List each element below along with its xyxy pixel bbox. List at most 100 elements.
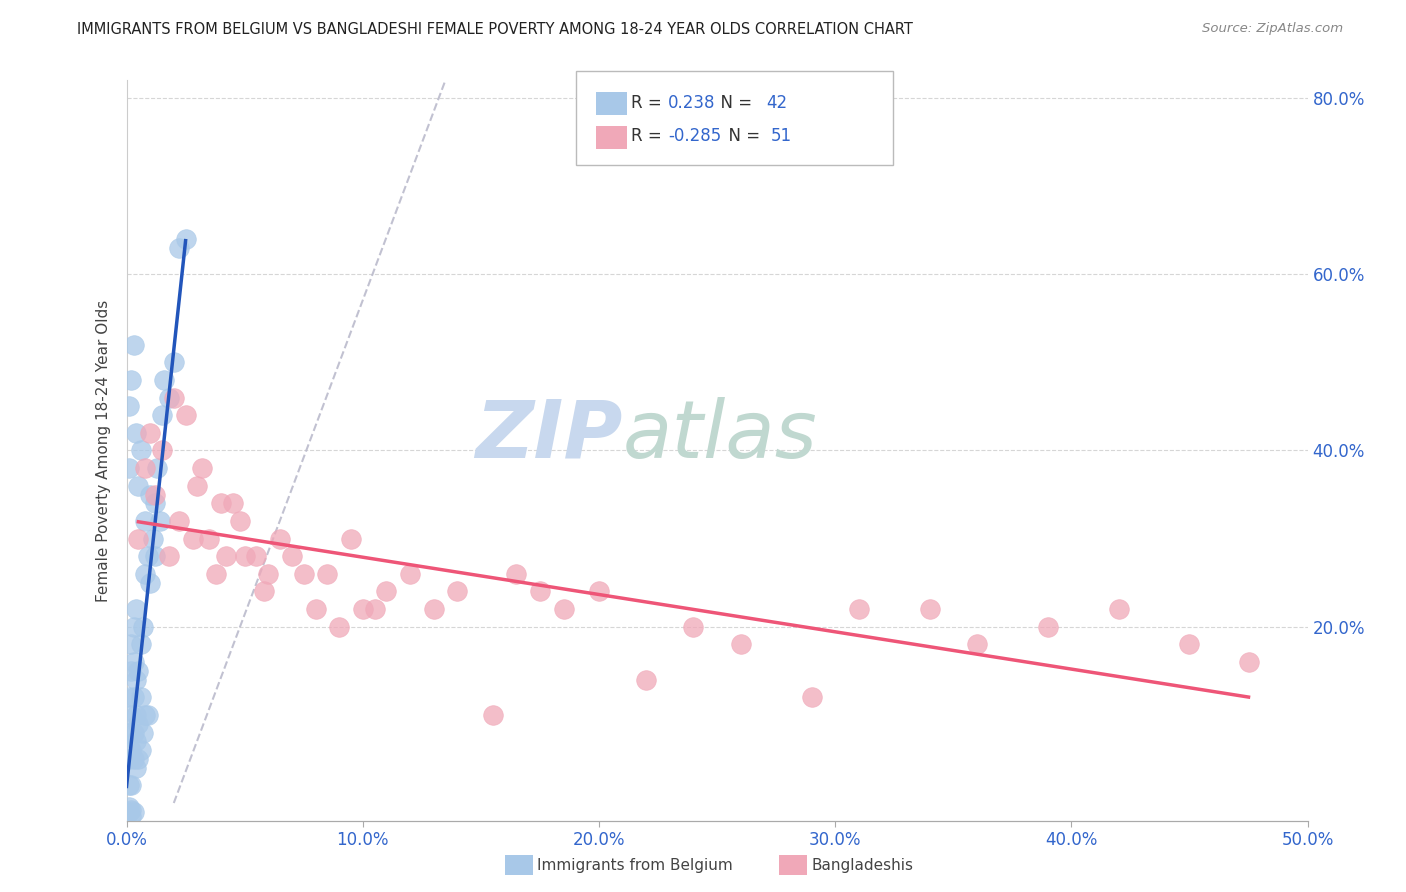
Point [120, 778, 142, 792]
Point [122, 725, 145, 739]
Point [139, 487, 162, 501]
Text: -0.285: -0.285 [668, 128, 721, 145]
Point [127, 752, 149, 766]
Point [118, 461, 141, 475]
Point [269, 532, 291, 546]
Text: ZIP: ZIP [475, 397, 623, 475]
Text: IMMIGRANTS FROM BELGIUM VS BANGLADESHI FEMALE POVERTY AMONG 18-24 YEAR OLDS CORR: IMMIGRANTS FROM BELGIUM VS BANGLADESHI F… [77, 22, 914, 37]
Point [363, 602, 385, 616]
Point [134, 461, 156, 475]
Text: R =: R = [631, 94, 668, 112]
Point [134, 707, 156, 722]
Text: 42: 42 [766, 94, 787, 112]
Point [122, 752, 145, 766]
Point [167, 514, 190, 528]
Point [127, 479, 149, 493]
Point [163, 391, 186, 405]
Text: 0.238: 0.238 [668, 94, 716, 112]
Point [252, 584, 274, 599]
Point [146, 461, 169, 475]
Point [481, 707, 503, 722]
Point [120, 637, 142, 651]
Point [304, 602, 326, 616]
Point [118, 752, 141, 766]
Point [399, 566, 422, 581]
Point [127, 664, 149, 678]
Text: N =: N = [718, 128, 766, 145]
Point [229, 514, 252, 528]
Point [120, 743, 142, 757]
Point [136, 549, 159, 564]
Point [918, 602, 941, 616]
Point [588, 584, 610, 599]
Point [153, 373, 176, 387]
Point [118, 800, 141, 814]
Point [422, 602, 444, 616]
Point [141, 532, 163, 546]
Point [134, 566, 156, 581]
Point [139, 425, 162, 440]
Text: Bangladeshis: Bangladeshis [811, 858, 914, 872]
Point [966, 637, 988, 651]
Point [198, 532, 221, 546]
Point [125, 425, 148, 440]
Point [215, 549, 238, 564]
Point [118, 400, 141, 414]
Point [730, 637, 752, 651]
Point [118, 805, 141, 819]
Point [120, 707, 142, 722]
Point [143, 487, 166, 501]
Point [1178, 637, 1201, 651]
Point [1036, 620, 1059, 634]
Point [233, 549, 256, 564]
Point [143, 496, 166, 510]
Point [245, 549, 267, 564]
Point [328, 620, 350, 634]
Point [1237, 655, 1260, 669]
Point [125, 602, 148, 616]
Point [157, 391, 180, 405]
Point [157, 549, 180, 564]
Point [529, 584, 551, 599]
Point [800, 690, 823, 705]
Point [174, 408, 197, 422]
Point [205, 566, 228, 581]
Point [191, 461, 214, 475]
Point [127, 716, 149, 731]
Point [125, 707, 148, 722]
Point [122, 690, 145, 705]
Point [446, 584, 468, 599]
Text: Source: ZipAtlas.com: Source: ZipAtlas.com [1202, 22, 1343, 36]
Point [352, 602, 374, 616]
Text: Immigrants from Belgium: Immigrants from Belgium [537, 858, 733, 872]
Text: 51: 51 [770, 128, 792, 145]
Point [122, 337, 145, 351]
Point [316, 566, 339, 581]
Point [186, 479, 208, 493]
Point [1108, 602, 1130, 616]
Point [129, 690, 152, 705]
Point [174, 232, 197, 246]
Point [122, 655, 145, 669]
Point [118, 778, 141, 792]
Point [125, 761, 148, 775]
Point [132, 725, 155, 739]
Point [129, 443, 152, 458]
Point [143, 549, 166, 564]
Point [136, 707, 159, 722]
Point [118, 725, 141, 739]
Y-axis label: Female Poverty Among 18-24 Year Olds: Female Poverty Among 18-24 Year Olds [96, 300, 111, 601]
Point [134, 514, 156, 528]
Point [281, 549, 304, 564]
Point [125, 734, 148, 748]
Point [118, 690, 141, 705]
Point [149, 514, 172, 528]
Point [167, 241, 190, 255]
Point [150, 443, 173, 458]
Point [132, 620, 155, 634]
Point [553, 602, 575, 616]
Point [848, 602, 870, 616]
Point [292, 566, 315, 581]
Point [122, 805, 145, 819]
Point [505, 566, 527, 581]
